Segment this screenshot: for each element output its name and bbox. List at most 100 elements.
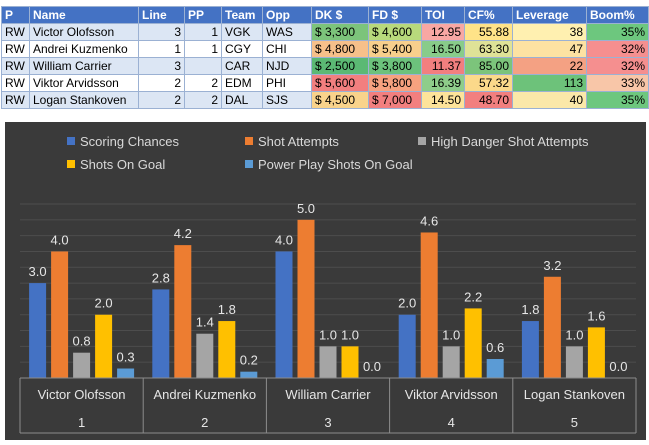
bar xyxy=(587,327,605,378)
cell-leverage: 38 xyxy=(512,23,587,41)
cell-pp: 1 xyxy=(184,23,222,41)
data-label: 2.8 xyxy=(152,270,170,285)
player-table: P Name Line PP Team Opp DK $ FD $ TOI CF% Leverage… xyxy=(1,6,649,109)
chart-canvas: Scoring Chances Shot Attempts High Danger … xyxy=(19,134,637,434)
column-header[interactable]: Opp xyxy=(262,6,312,24)
cell-toi: 16.39 xyxy=(421,74,465,92)
category-label: Logan Stankoven xyxy=(524,387,625,402)
cell-fd: $ 4,600 xyxy=(368,23,422,41)
cell-opp: WAS xyxy=(262,23,312,41)
data-label: 2.0 xyxy=(398,296,416,311)
bar xyxy=(117,368,135,378)
column-header[interactable]: Team xyxy=(221,6,263,24)
legend-label: Shot Attempts xyxy=(258,134,339,149)
data-label: 1.4 xyxy=(196,315,214,330)
data-label: 3.0 xyxy=(29,264,47,279)
bar xyxy=(486,359,504,378)
cell-line: 3 xyxy=(138,23,185,41)
data-label: 2.2 xyxy=(464,289,482,304)
legend-swatch xyxy=(245,137,253,145)
column-header[interactable]: TOI xyxy=(421,6,465,24)
bar xyxy=(565,346,583,378)
cell-pos: RW xyxy=(1,23,30,41)
cell-pp xyxy=(184,57,222,75)
cell-boom: 33% xyxy=(586,74,649,92)
cell-opp: NJD xyxy=(262,57,312,75)
cell-pp: 2 xyxy=(184,91,222,109)
bar xyxy=(442,346,460,378)
data-label: 4.0 xyxy=(275,232,293,247)
cell-cf: 85.00 xyxy=(464,57,513,75)
column-header[interactable]: Line xyxy=(138,6,185,24)
cell-leverage: 22 xyxy=(512,57,587,75)
cell-leverage: 113 xyxy=(512,74,587,92)
cell-team: CGY xyxy=(221,40,263,58)
cell-cf: 55.88 xyxy=(464,23,513,41)
cell-pos: RW xyxy=(1,74,30,92)
column-header[interactable]: Leverage xyxy=(512,6,587,24)
cell-toi: 12.95 xyxy=(421,23,465,41)
table-row[interactable]: RW William Carrier 3 CAR NJD $ 2,500 $ 3,800 11… xyxy=(1,57,649,75)
table-body: RW Victor Olofsson 3 1 VGK WAS $ 3,300 $ 4,600 1… xyxy=(1,23,649,109)
cell-team: EDM xyxy=(221,74,263,92)
cell-pp: 1 xyxy=(184,40,222,58)
data-label: 5.0 xyxy=(297,201,315,216)
column-header[interactable]: CF% xyxy=(464,6,513,24)
bar xyxy=(95,314,113,378)
legend-label: Power Play Shots On Goal xyxy=(258,157,413,172)
bar xyxy=(218,321,236,378)
cell-opp: PHI xyxy=(262,74,312,92)
table-row[interactable]: RW Andrei Kuzmenko 1 1 CGY CHI $ 4,800 $ 5,400 1… xyxy=(1,40,649,58)
data-label: 0.0 xyxy=(363,359,381,374)
table-row[interactable]: RW Victor Olofsson 3 1 VGK WAS $ 3,300 $ 4,600 1… xyxy=(1,23,649,41)
cell-line: 2 xyxy=(138,74,185,92)
data-label: 3.2 xyxy=(543,258,561,273)
column-header[interactable]: P xyxy=(1,6,30,24)
table-row[interactable]: RW Viktor Arvidsson 2 2 EDM PHI $ 5,600 $ 5,800… xyxy=(1,74,649,92)
bar xyxy=(521,321,539,378)
data-label: 0.0 xyxy=(609,359,627,374)
column-header[interactable]: Name xyxy=(29,6,139,24)
cell-name: Andrei Kuzmenko xyxy=(29,40,139,58)
bar xyxy=(420,232,438,378)
table-header-row: P Name Line PP Team Opp DK $ FD $ TOI CF% Leverage… xyxy=(1,6,649,24)
legend-swatch xyxy=(67,137,75,145)
bar xyxy=(341,346,359,378)
column-header[interactable]: DK $ xyxy=(311,6,369,24)
cell-line: 3 xyxy=(138,57,185,75)
column-header[interactable]: PP xyxy=(184,6,222,24)
data-label: 1.0 xyxy=(341,327,359,342)
bar xyxy=(73,352,91,378)
cell-team: DAL xyxy=(221,91,263,109)
legend-swatch xyxy=(245,160,253,168)
data-label: 1.0 xyxy=(442,327,460,342)
cell-cf: 63.30 xyxy=(464,40,513,58)
bar xyxy=(240,371,258,378)
cell-pp: 2 xyxy=(184,74,222,92)
cell-toi: 16.50 xyxy=(421,40,465,58)
bar xyxy=(51,251,69,378)
bar xyxy=(29,283,47,378)
column-header[interactable]: Boom% xyxy=(586,6,649,24)
bar xyxy=(398,314,416,378)
column-header[interactable]: FD $ xyxy=(368,6,422,24)
bar-chart: Scoring Chances Shot Attempts High Danger … xyxy=(5,122,646,440)
cell-cf: 48.70 xyxy=(464,91,513,109)
cell-fd: $ 5,400 xyxy=(368,40,422,58)
cell-name: Logan Stankoven xyxy=(29,91,139,109)
cell-dk: $ 5,600 xyxy=(311,74,369,92)
cell-toi: 14.50 xyxy=(421,91,465,109)
bar xyxy=(297,219,315,378)
cell-fd: $ 5,800 xyxy=(368,74,422,92)
category-label: Andrei Kuzmenko xyxy=(153,387,256,402)
data-label: 4.6 xyxy=(420,213,438,228)
category-number: 3 xyxy=(324,415,331,430)
table-row[interactable]: RW Logan Stankoven 2 2 DAL SJS $ 4,500 $ 7,000 1… xyxy=(1,91,649,109)
category-number: 1 xyxy=(78,415,85,430)
bar xyxy=(275,251,293,378)
cell-opp: SJS xyxy=(262,91,312,109)
data-label: 1.8 xyxy=(218,302,236,317)
data-label: 0.3 xyxy=(117,350,135,365)
cell-name: Viktor Arvidsson xyxy=(29,74,139,92)
cell-dk: $ 4,500 xyxy=(311,91,369,109)
